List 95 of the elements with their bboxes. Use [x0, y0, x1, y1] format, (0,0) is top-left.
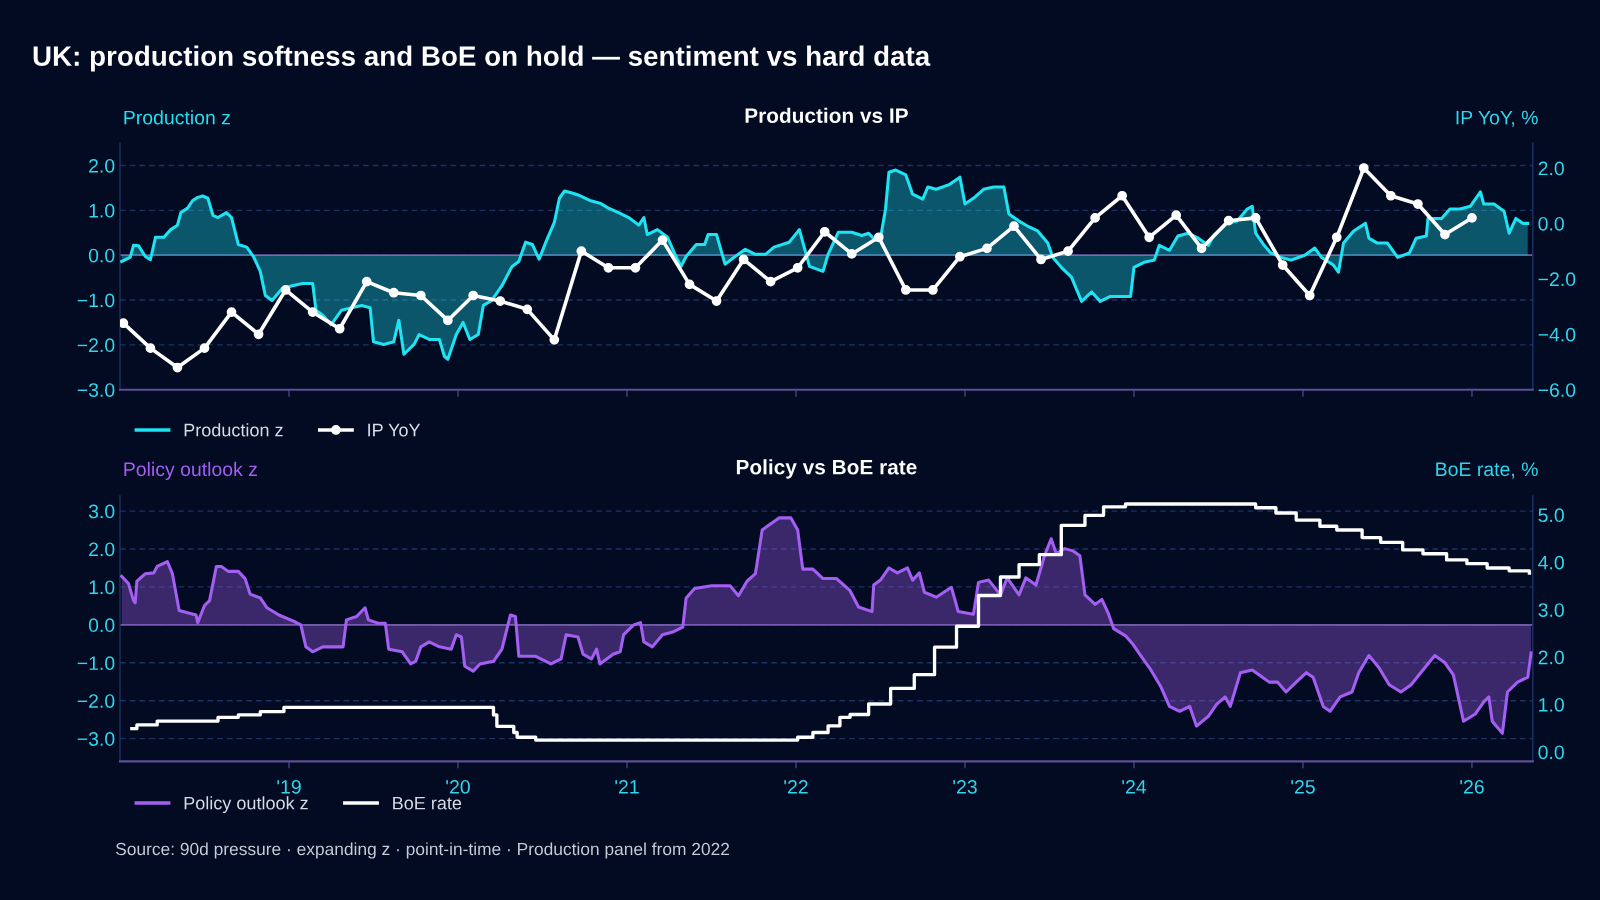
x-tick-label: '22: [784, 779, 808, 794]
y-tick-label: 2.0: [89, 542, 115, 557]
x-tick-label: '19: [277, 779, 301, 794]
point: [1277, 260, 1288, 270]
point: [280, 285, 291, 295]
point: [1223, 215, 1234, 226]
point: [738, 254, 749, 265]
y2-tick-label: 3.0: [1538, 603, 1564, 617]
x-tick-label: '25: [1291, 779, 1315, 794]
point: [1385, 190, 1396, 201]
y-tick-label: 3.0: [88, 504, 115, 519]
point: [1304, 290, 1315, 301]
legend-label: BoE rate: [393, 796, 462, 810]
point: [684, 279, 695, 290]
point: [549, 334, 560, 345]
y-tick-label: −1.0: [77, 293, 115, 308]
legend-label: Policy outlook z: [184, 796, 308, 814]
point: [468, 290, 479, 301]
y2-axis-title: BoE rate, %: [1436, 462, 1538, 479]
point: [226, 307, 237, 317]
y2-tick-label: 2.0: [1538, 161, 1564, 176]
y-tick-label: 2.0: [89, 158, 115, 173]
point: [442, 315, 453, 326]
y-tick-label: −1.0: [77, 656, 115, 671]
y2-tick-label: −2.0: [1538, 272, 1576, 287]
point: [1196, 243, 1207, 254]
point: [361, 276, 372, 287]
point: [415, 290, 426, 301]
point: [1063, 246, 1073, 257]
point: [1036, 254, 1046, 265]
y2-axis-title: IP YoY, %: [1456, 110, 1538, 127]
point: [1250, 213, 1261, 223]
source-note: Source: 90d pressure · expanding z · point-in-time · Production panel from 2022: [115, 842, 730, 859]
point: [172, 362, 183, 373]
y2-tick-label: −6.0: [1538, 383, 1576, 397]
chart-title: Production vs IP: [745, 107, 908, 123]
point: [846, 249, 857, 259]
y-tick-label: −2.0: [77, 338, 115, 353]
x-tick-label: '24: [1122, 779, 1147, 794]
y-tick-label: 0.0: [88, 248, 115, 263]
point: [657, 235, 668, 245]
point: [522, 304, 533, 315]
point: [1009, 221, 1019, 232]
point: [1090, 213, 1100, 223]
y2-tick-label: 2.0: [1538, 650, 1564, 665]
point: [1117, 190, 1128, 201]
point: [603, 262, 614, 273]
x-tick-label: '20: [446, 779, 470, 794]
point: [1144, 232, 1155, 243]
point: [1413, 199, 1423, 209]
point: [1358, 163, 1369, 173]
legend-label: IP YoY: [368, 423, 421, 437]
y-tick-label: 0.0: [88, 618, 115, 633]
y-axis-title: Production z: [124, 110, 230, 125]
legend-label: Production z: [184, 423, 283, 437]
y2-tick-label: −4.0: [1538, 327, 1576, 342]
point: [388, 287, 399, 298]
point: [928, 285, 938, 295]
point: [765, 276, 776, 287]
point: [334, 323, 345, 334]
x-tick-label: '21: [615, 779, 639, 794]
y-tick-label: −3.0: [77, 732, 115, 746]
y-tick-label: 1.0: [89, 580, 115, 595]
point: [873, 232, 884, 243]
point: [819, 226, 830, 237]
point: [792, 262, 803, 273]
y-axis-title: Policy outlook z: [124, 461, 257, 480]
text: UK: production softness and BoE on hold — sentiment vs hard data: [33, 45, 931, 72]
point: [1171, 210, 1182, 221]
x-tick-label: '26: [1460, 779, 1484, 794]
point: [711, 296, 722, 306]
y2-tick-label: 0.0: [1538, 745, 1564, 760]
point: [1440, 229, 1450, 240]
y-tick-label: −2.0: [77, 694, 115, 708]
point: [982, 243, 992, 254]
y-tick-label: −3.0: [77, 383, 115, 397]
point: [495, 296, 506, 306]
point: [1331, 232, 1342, 243]
point: [120, 318, 129, 329]
point: [955, 251, 965, 262]
chart-title: Policy vs BoE rate: [736, 459, 917, 479]
y-tick-label: 1.0: [89, 203, 115, 218]
point: [1467, 213, 1477, 223]
point: [199, 343, 210, 354]
y2-tick-label: 1.0: [1539, 697, 1564, 712]
point: [307, 307, 318, 317]
y2-tick-label: 0.0: [1538, 216, 1564, 231]
point: [253, 329, 264, 340]
y2-tick-label: 4.0: [1538, 555, 1564, 570]
point: [576, 246, 587, 257]
y2-tick-label: 5.0: [1538, 508, 1564, 523]
point: [900, 285, 911, 295]
point: [145, 343, 156, 354]
point: [630, 262, 641, 273]
x-tick-label: '23: [953, 779, 977, 794]
